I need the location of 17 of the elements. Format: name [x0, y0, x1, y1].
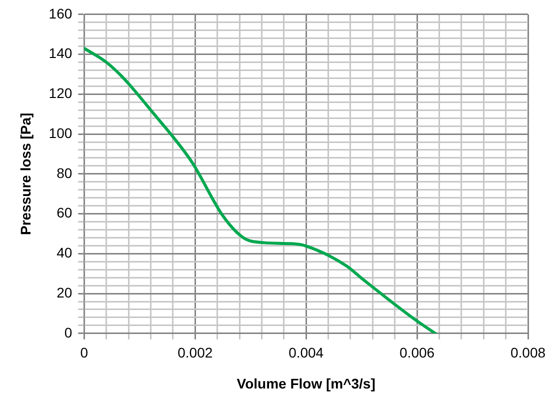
y-tick-label: 0 — [64, 324, 72, 340]
x-tick-label: 0.002 — [178, 344, 213, 361]
x-tick-label: 0.008 — [510, 344, 546, 361]
y-axis-title: Pressure loss [Pa] — [17, 112, 34, 235]
y-tick-label: 80 — [56, 164, 72, 181]
y-tick-label: 40 — [56, 244, 72, 261]
y-tick-label: 20 — [56, 284, 72, 300]
x-tick-label: 0.004 — [288, 344, 324, 361]
x-tick-label: 0.006 — [400, 344, 435, 361]
y-tick-label: 100 — [48, 124, 72, 141]
x-tick-label: 0 — [80, 344, 88, 361]
y-tick-label: 140 — [48, 45, 72, 62]
line-series — [84, 46, 437, 334]
y-tick-label: 120 — [48, 85, 72, 102]
y-tick-label: 60 — [56, 204, 72, 221]
y-tick-label: 160 — [48, 5, 72, 22]
x-axis-title: Volume Flow [m^3/s] — [236, 375, 376, 392]
